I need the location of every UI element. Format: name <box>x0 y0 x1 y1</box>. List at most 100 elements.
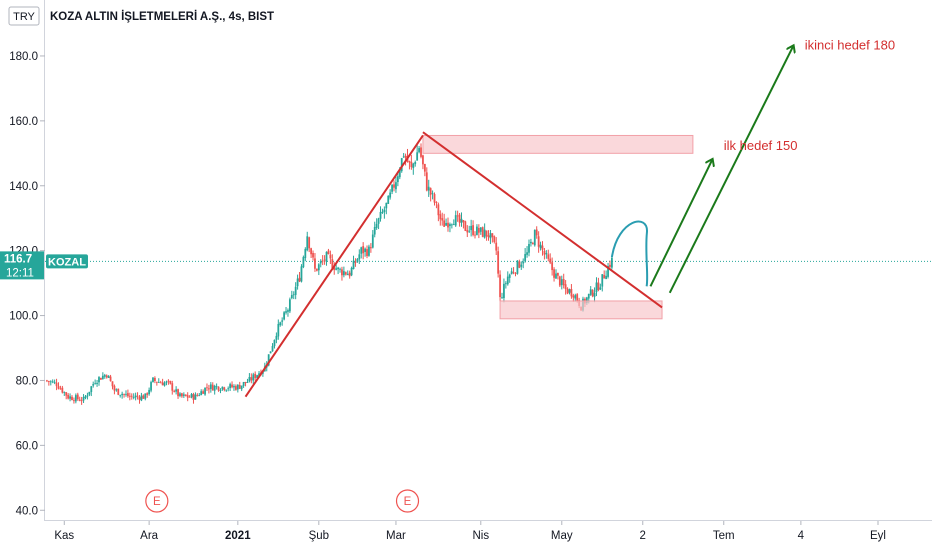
candle-body <box>127 393 129 397</box>
target-arrows[interactable] <box>649 46 793 294</box>
candle-body <box>479 227 482 232</box>
candle-body <box>177 389 179 397</box>
candle-body <box>76 394 79 400</box>
candle-body <box>134 395 137 398</box>
target-label[interactable]: ilk hedef 150 <box>724 138 798 153</box>
candle-body <box>537 236 540 247</box>
candle-body <box>182 394 185 396</box>
candle-body <box>331 259 334 269</box>
target-arrow[interactable] <box>668 46 793 294</box>
candle-body <box>408 161 411 163</box>
candle-body <box>572 295 575 298</box>
candle-body <box>80 400 83 402</box>
candle-body <box>410 161 413 168</box>
candle-body <box>290 295 293 299</box>
candle-body <box>429 188 432 195</box>
candle-body <box>504 283 507 285</box>
candle-body <box>310 248 312 255</box>
y-tick-label: 160.0 <box>9 116 38 128</box>
candle-body <box>86 395 89 397</box>
candle-body <box>603 275 606 279</box>
candle-body <box>277 323 280 337</box>
trendline[interactable] <box>244 134 424 398</box>
candle-body <box>396 176 399 183</box>
candle-body <box>477 228 480 233</box>
x-tick-label: 2021 <box>225 530 251 542</box>
candle-body <box>466 230 469 233</box>
candle-body <box>148 389 151 395</box>
candle-body <box>560 279 563 286</box>
candle-body <box>82 396 85 401</box>
candle-body <box>437 204 440 216</box>
candle-body <box>219 390 222 391</box>
candle-body <box>69 396 71 399</box>
target-arrow[interactable] <box>649 160 712 287</box>
candle-body <box>188 396 191 398</box>
candle-body <box>300 266 303 282</box>
y-tick-label: 140.0 <box>9 181 38 193</box>
x-tick-label: Tem <box>713 530 735 542</box>
resistance-zone[interactable] <box>499 300 663 320</box>
candle-body <box>242 382 245 386</box>
candle-body <box>570 288 573 297</box>
candle-body <box>49 381 52 383</box>
candle-body <box>192 394 195 400</box>
candle-body <box>161 382 164 386</box>
candle-body <box>111 381 114 387</box>
trendlines[interactable] <box>244 131 663 398</box>
currency-badge[interactable] <box>8 6 40 26</box>
candle-body <box>206 387 208 389</box>
candle-body <box>398 169 401 178</box>
candle-body <box>283 312 286 320</box>
candle-body <box>312 252 314 258</box>
candle-body <box>456 215 459 217</box>
candle-body <box>78 399 81 401</box>
candle-body <box>551 262 554 271</box>
x-tick-label: 2 <box>640 530 646 542</box>
candle-body <box>335 268 338 270</box>
candle-body <box>221 386 224 390</box>
candle-body <box>90 386 93 392</box>
time-axis[interactable]: Kas Ara 2021 Şub Mar Nis May 2 Tem 4 Eyl <box>54 521 886 542</box>
candle-body <box>61 387 64 393</box>
candle-body <box>128 395 131 397</box>
resistance-zone[interactable] <box>422 134 694 154</box>
projection-curve[interactable] <box>610 220 649 287</box>
candle-body <box>256 375 259 378</box>
candle-body <box>267 354 270 366</box>
candle-body <box>391 184 393 192</box>
target-label[interactable]: ikinci hedef 180 <box>805 37 895 52</box>
candle-body <box>481 227 484 237</box>
x-tick-label: 4 <box>798 530 805 542</box>
candle-body <box>88 391 91 395</box>
candle-body <box>589 289 592 295</box>
candle-body <box>65 392 68 396</box>
candle-body <box>321 260 324 262</box>
candle-body <box>476 226 478 235</box>
trendline[interactable] <box>422 131 663 309</box>
candle-body <box>402 156 405 158</box>
projection-curve-group[interactable] <box>610 220 649 287</box>
candle-body <box>605 275 608 280</box>
earnings-marker[interactable] <box>145 489 169 513</box>
candle-body <box>246 382 249 383</box>
candle-body <box>431 193 434 194</box>
candle-body <box>215 386 218 388</box>
zones[interactable] <box>422 134 694 320</box>
candle-body <box>51 381 54 383</box>
candle-body <box>381 211 384 213</box>
candle-body <box>100 377 102 380</box>
candle-body <box>47 381 50 382</box>
candle-body <box>591 290 594 297</box>
price-label-bg <box>0 251 44 280</box>
annotations[interactable]: ilk hedef 150 ikinci hedef 180 <box>724 37 895 153</box>
candle-body <box>497 251 500 274</box>
candle-body <box>557 272 559 276</box>
earnings-marker[interactable] <box>395 489 420 513</box>
candle-body <box>200 391 203 395</box>
price-label-value: 116.7 <box>4 253 32 265</box>
currency-badge-label: TRY <box>13 11 35 23</box>
